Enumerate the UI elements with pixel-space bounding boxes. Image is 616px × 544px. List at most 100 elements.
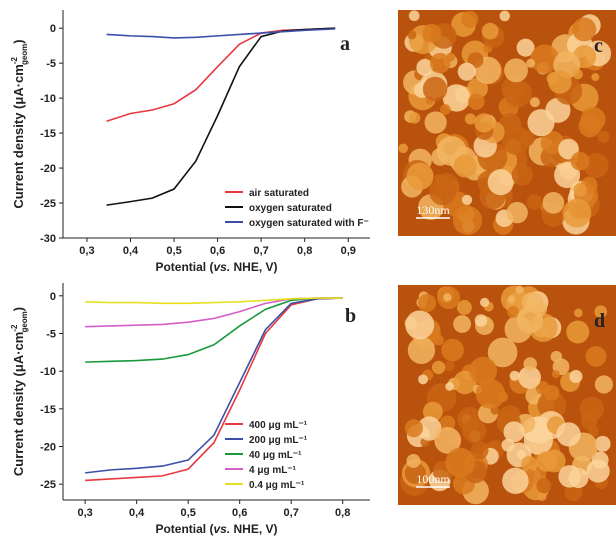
afm-grain [456,300,472,315]
afm-grain [527,109,555,137]
afm-grain [418,294,437,313]
x-tick-label: 0,7 [253,245,268,257]
afm-grain [507,305,520,319]
afm-grain [487,337,518,368]
y-tick-label: -25 [40,479,56,491]
y-label-sup: -2 [10,57,19,65]
legend-label: 4 μg mL⁻¹ [249,465,297,476]
afm-grain [441,338,464,362]
afm-grain [467,52,484,68]
afm-grain [511,164,534,186]
data-line [85,297,343,363]
x-label-part: NHE, V) [230,522,277,536]
afm-grain [408,10,420,22]
y-axis-label: Current density (μA·cm-2geom) [10,39,29,208]
afm-grain [440,104,451,115]
afm-grain [469,356,498,385]
afm-grain [570,151,590,171]
afm-grain [526,194,542,210]
x-tick-label: 0,4 [123,245,139,257]
afm-grain [591,451,609,469]
afm-grain [501,438,515,452]
afm-grain [457,62,476,81]
afm-grain [518,366,541,389]
afm-grain [404,462,426,484]
x-label-part: vs. [213,522,230,536]
y-tick-label: 0 [50,291,56,303]
afm-grain [433,334,445,346]
afm-grain [548,70,572,94]
afm-grain [406,454,421,468]
afm-grain [594,435,611,452]
afm-grain [404,419,423,438]
afm-grain [591,73,600,82]
data-line [106,27,336,206]
y-label-text: Current density (μA·cm [11,332,26,476]
panel-label: a [340,33,350,55]
afm-grain [439,415,456,431]
x-tick-label: 0,6 [232,507,247,519]
x-axis-label: Potential (vs. NHE, V) [155,522,277,536]
afm-grain [529,97,540,108]
afm-grain [422,76,448,102]
afm-grain [417,416,442,441]
afm-grain [585,346,607,367]
afm-grain [566,320,590,344]
legend-label: air saturated [249,188,309,199]
scale-bar-label: 130nm [416,203,450,217]
scale-bar-label: 100nm [416,472,450,486]
panel-label: b [345,305,356,327]
afm-grain [461,10,479,28]
afm-grain [461,194,473,205]
afm-grain [470,441,489,460]
afm-grain [481,22,499,40]
afm-grain [452,205,483,235]
afm-grain [572,69,583,80]
afm-grain [453,315,472,333]
afm-grain [406,162,434,190]
legend-label: 400 μg mL⁻¹ [249,420,308,431]
afm-grain [558,465,581,488]
afm-grain [475,379,506,409]
afm-grain [429,52,451,74]
afm-grain [480,297,490,308]
x-tick-label: 0,9 [341,245,356,257]
afm-grain [443,360,455,372]
afm-grain [530,44,560,74]
x-tick-label: 0,5 [166,245,181,257]
x-tick-label: 0,3 [78,507,93,519]
afm-grain [562,198,592,228]
data-line [85,297,343,305]
x-tick-label: 0,4 [129,507,145,519]
afm-grain [416,58,434,77]
y-tick-label: -30 [40,233,56,245]
x-tick-label: 0,8 [335,507,350,519]
afm-grain [474,113,494,133]
image-label: d [594,310,605,332]
afm-grain [445,447,476,478]
afm-grain [543,384,560,401]
afm-grain [519,131,535,147]
afm-grain [542,192,565,214]
afm-grain [594,375,613,394]
afm-grain [506,201,528,224]
afm-grain [523,357,538,371]
afm-grain [556,422,581,447]
x-tick-label: 0,8 [297,245,312,257]
x-tick-label: 0,7 [284,507,299,519]
afm-grain [504,58,529,83]
y-tick-label: -10 [40,93,56,105]
data-line [85,297,343,482]
afm-grain [522,291,544,314]
legend-label: oxygen saturated [249,203,332,214]
afm-grain [443,293,452,302]
x-label-part: Potential ( [155,522,213,536]
afm-grain [407,336,436,365]
afm-grain [507,295,516,304]
x-label-part: Potential ( [155,260,213,274]
afm-grain [581,413,598,430]
afm-grain [453,154,477,178]
y-axis-label: Current density (μA·cm-2geom) [10,307,29,476]
y-tick-label: -20 [40,442,56,454]
